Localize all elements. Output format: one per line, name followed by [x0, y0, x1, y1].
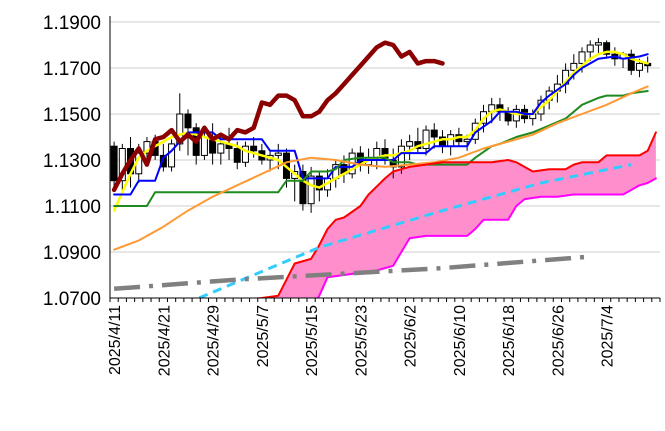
- candle-up: [635, 62, 643, 71]
- candle-up: [274, 152, 282, 156]
- indicator-lines: [111, 40, 657, 298]
- y-tick-label: 1.1300: [43, 151, 101, 172]
- candle-down: [430, 129, 438, 138]
- candle-up: [570, 62, 578, 71]
- candle-down: [627, 53, 635, 71]
- x-tick-label: 2025/5/7: [255, 305, 272, 367]
- candle-down: [233, 148, 241, 163]
- leading-span-b: [316, 177, 657, 298]
- trend-line-dashdot: [113, 254, 591, 292]
- candle-up: [241, 145, 249, 163]
- candle-down: [184, 113, 192, 129]
- x-tick-label: 2025/6/10: [452, 305, 469, 376]
- x-tick-label: 2025/6/18: [501, 305, 518, 376]
- y-tick-label: 1.1500: [43, 105, 101, 126]
- candle-down: [299, 171, 307, 205]
- lagging-span: [111, 40, 445, 193]
- trend-line-dashed: [195, 163, 632, 298]
- candle-up: [594, 42, 602, 46]
- axes: [109, 16, 661, 302]
- y-tick-label: 1.1100: [44, 197, 101, 218]
- y-tick-labels: 1.0700 1.0900 1.1100 1.1300 1.1500 1.1700 1.19…: [43, 13, 101, 310]
- candle-up: [422, 129, 430, 150]
- candle-up: [200, 136, 208, 156]
- x-tick-label: 2025/4/21: [156, 305, 173, 376]
- candle-up: [397, 145, 405, 168]
- candle-up: [168, 143, 176, 168]
- line-orange: [113, 85, 649, 251]
- y-tick-label: 1.1700: [43, 59, 101, 80]
- ichimoku-cloud: [261, 132, 656, 298]
- y-tick-label: 1.0900: [43, 243, 101, 264]
- candle-up: [143, 141, 151, 154]
- candle-down: [315, 175, 323, 191]
- candle-up: [217, 143, 225, 154]
- x-tick-label: 2025/5/15: [304, 305, 321, 376]
- x-tick-label: 2025/4/11: [107, 305, 124, 375]
- x-tick-label: 2025/7/4: [600, 305, 617, 367]
- candle-up: [176, 113, 184, 145]
- candle-up: [307, 175, 315, 205]
- y-tick-label: 1.1900: [43, 13, 101, 34]
- candle-up: [578, 51, 586, 64]
- line-green: [113, 90, 649, 207]
- candle-down: [159, 154, 167, 168]
- candle-up: [406, 141, 414, 147]
- x-tick-label: 2025/4/29: [206, 305, 223, 376]
- leading-span-a: [251, 131, 657, 298]
- candle-down: [250, 145, 258, 152]
- cloud-fill: [261, 132, 656, 298]
- x-tick-labels: 2025/4/11 2025/4/21 2025/4/29 2025/5/7 2025/…: [107, 305, 617, 376]
- y-tick-label: 1.0700: [43, 289, 101, 310]
- candle-up: [586, 44, 594, 53]
- x-tick-label: 2025/6/26: [550, 305, 567, 376]
- x-tick-label: 2025/6/2: [403, 305, 420, 367]
- candle-down: [110, 145, 118, 182]
- x-tick-label: 2025/5/23: [353, 305, 370, 376]
- candle-down: [603, 42, 611, 55]
